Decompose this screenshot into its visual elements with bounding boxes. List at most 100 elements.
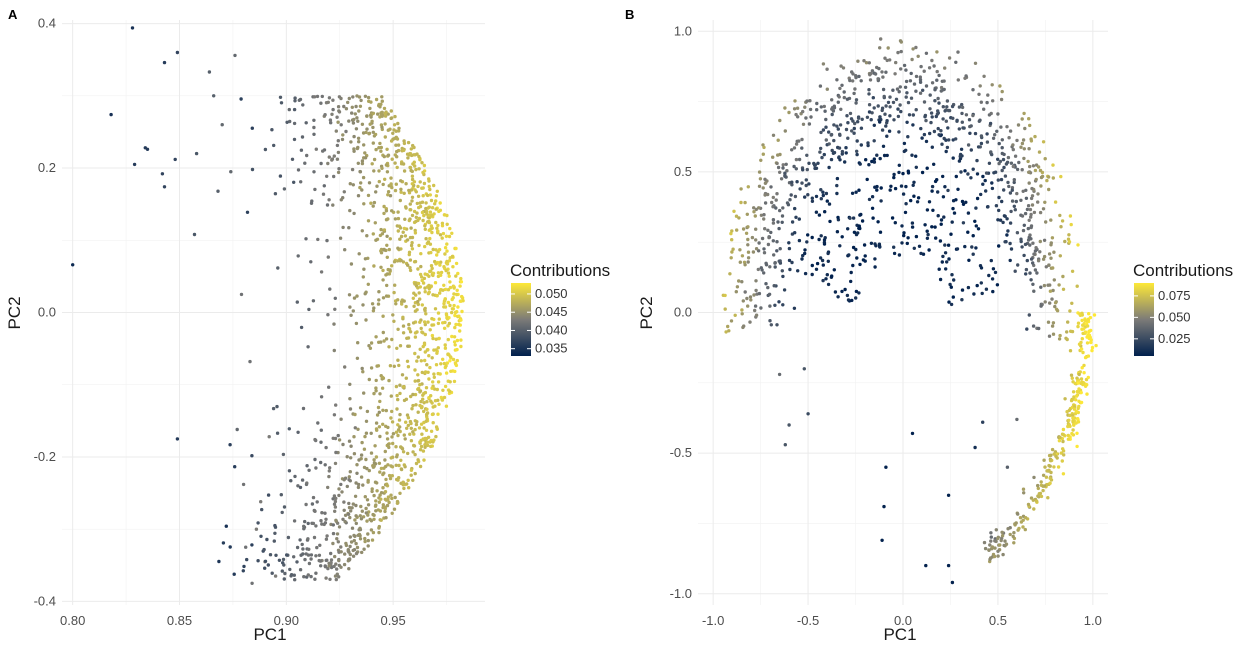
scatter-point <box>374 389 378 393</box>
scatter-point <box>1029 215 1033 219</box>
scatter-point <box>385 482 389 486</box>
scatter-point <box>435 253 439 257</box>
scatter-point <box>368 113 373 117</box>
scatter-point <box>217 559 221 564</box>
scatter-point <box>374 147 378 152</box>
scatter-point <box>1038 239 1043 244</box>
scatter-point <box>871 96 875 100</box>
scatter-point <box>363 539 367 544</box>
scatter-point <box>971 113 975 118</box>
scatter-point <box>960 298 964 302</box>
scatter-point <box>445 242 449 246</box>
scatter-point <box>403 437 407 441</box>
scatter-point <box>1026 238 1031 242</box>
scatter-point <box>735 285 740 289</box>
scatter-point <box>347 293 352 297</box>
scatter-point <box>781 274 785 279</box>
scatter-point <box>457 314 461 318</box>
scatter-point <box>374 335 378 339</box>
scatter-point <box>348 515 352 520</box>
scatter-point <box>886 46 890 50</box>
scatter-point <box>924 51 929 55</box>
scatter-point <box>391 441 395 446</box>
scatter-point <box>759 213 764 217</box>
scatter-point <box>311 495 316 500</box>
scatter-point <box>423 370 428 374</box>
scatter-point <box>806 412 810 416</box>
scatter-point <box>385 283 389 288</box>
scatter-point <box>309 260 313 264</box>
scatter-point <box>805 153 809 157</box>
scatter-point <box>395 501 400 505</box>
scatter-point <box>916 196 921 200</box>
scatter-point <box>849 270 853 275</box>
scatter-point <box>335 115 339 119</box>
scatter-point <box>1041 257 1046 261</box>
scatter-point <box>1010 188 1014 192</box>
scatter-point <box>1063 239 1067 244</box>
scatter-point <box>1037 492 1042 496</box>
scatter-point <box>911 113 915 117</box>
scatter-point <box>1030 203 1035 207</box>
scatter-point <box>996 157 1000 161</box>
scatter-point <box>740 254 745 258</box>
scatter-point <box>908 79 913 83</box>
scatter-point <box>912 82 917 86</box>
scatter-point <box>337 558 341 563</box>
scatter-point <box>413 392 418 397</box>
scatter-point <box>359 181 363 185</box>
scatter-point <box>381 503 385 507</box>
scatter-point <box>342 478 346 482</box>
scatter-point <box>394 384 399 389</box>
scatter-point <box>436 311 441 315</box>
scatter-point <box>459 276 463 281</box>
scatter-point <box>854 75 858 80</box>
scatter-point <box>949 232 953 236</box>
scatter-point <box>759 158 763 162</box>
scatter-point <box>827 130 831 134</box>
scatter-point <box>387 473 392 478</box>
scatter-point <box>363 536 367 541</box>
scatter-point <box>380 110 384 115</box>
scatter-point <box>342 190 346 194</box>
scatter-point <box>1028 164 1032 169</box>
scatter-point <box>369 451 374 455</box>
scatter-point <box>430 356 434 360</box>
scatter-point <box>339 198 343 202</box>
scatter-point <box>1057 439 1062 443</box>
scatter-point <box>773 265 777 269</box>
scatter-point <box>933 179 938 184</box>
scatter-point <box>838 86 842 91</box>
scatter-point <box>808 99 812 103</box>
scatter-point <box>898 39 903 43</box>
scatter-point <box>738 260 742 264</box>
scatter-point <box>427 377 431 381</box>
panel-a-points <box>71 26 465 585</box>
scatter-point <box>427 205 431 209</box>
scatter-point <box>1011 143 1015 147</box>
scatter-point <box>1085 324 1090 328</box>
scatter-point <box>430 206 435 210</box>
scatter-point <box>315 500 319 504</box>
scatter-point <box>366 544 370 548</box>
scatter-point <box>899 109 903 114</box>
scatter-point <box>1013 269 1017 273</box>
scatter-point <box>233 53 237 58</box>
scatter-point <box>875 188 879 192</box>
scatter-point <box>396 397 400 402</box>
scatter-point <box>392 123 397 127</box>
scatter-point <box>430 333 435 338</box>
scatter-point <box>287 107 291 112</box>
scatter-point <box>266 563 270 567</box>
scatter-point <box>356 485 361 490</box>
scatter-point <box>1048 464 1052 468</box>
scatter-point <box>1048 476 1052 480</box>
panel-b-y-ticks: -1.0-0.50.00.51.0 <box>670 23 692 601</box>
scatter-point <box>357 252 361 256</box>
scatter-point <box>360 550 364 555</box>
scatter-point <box>362 202 366 206</box>
scatter-point <box>815 101 819 106</box>
scatter-point <box>855 139 859 143</box>
scatter-point <box>402 148 406 153</box>
scatter-point <box>298 538 302 542</box>
